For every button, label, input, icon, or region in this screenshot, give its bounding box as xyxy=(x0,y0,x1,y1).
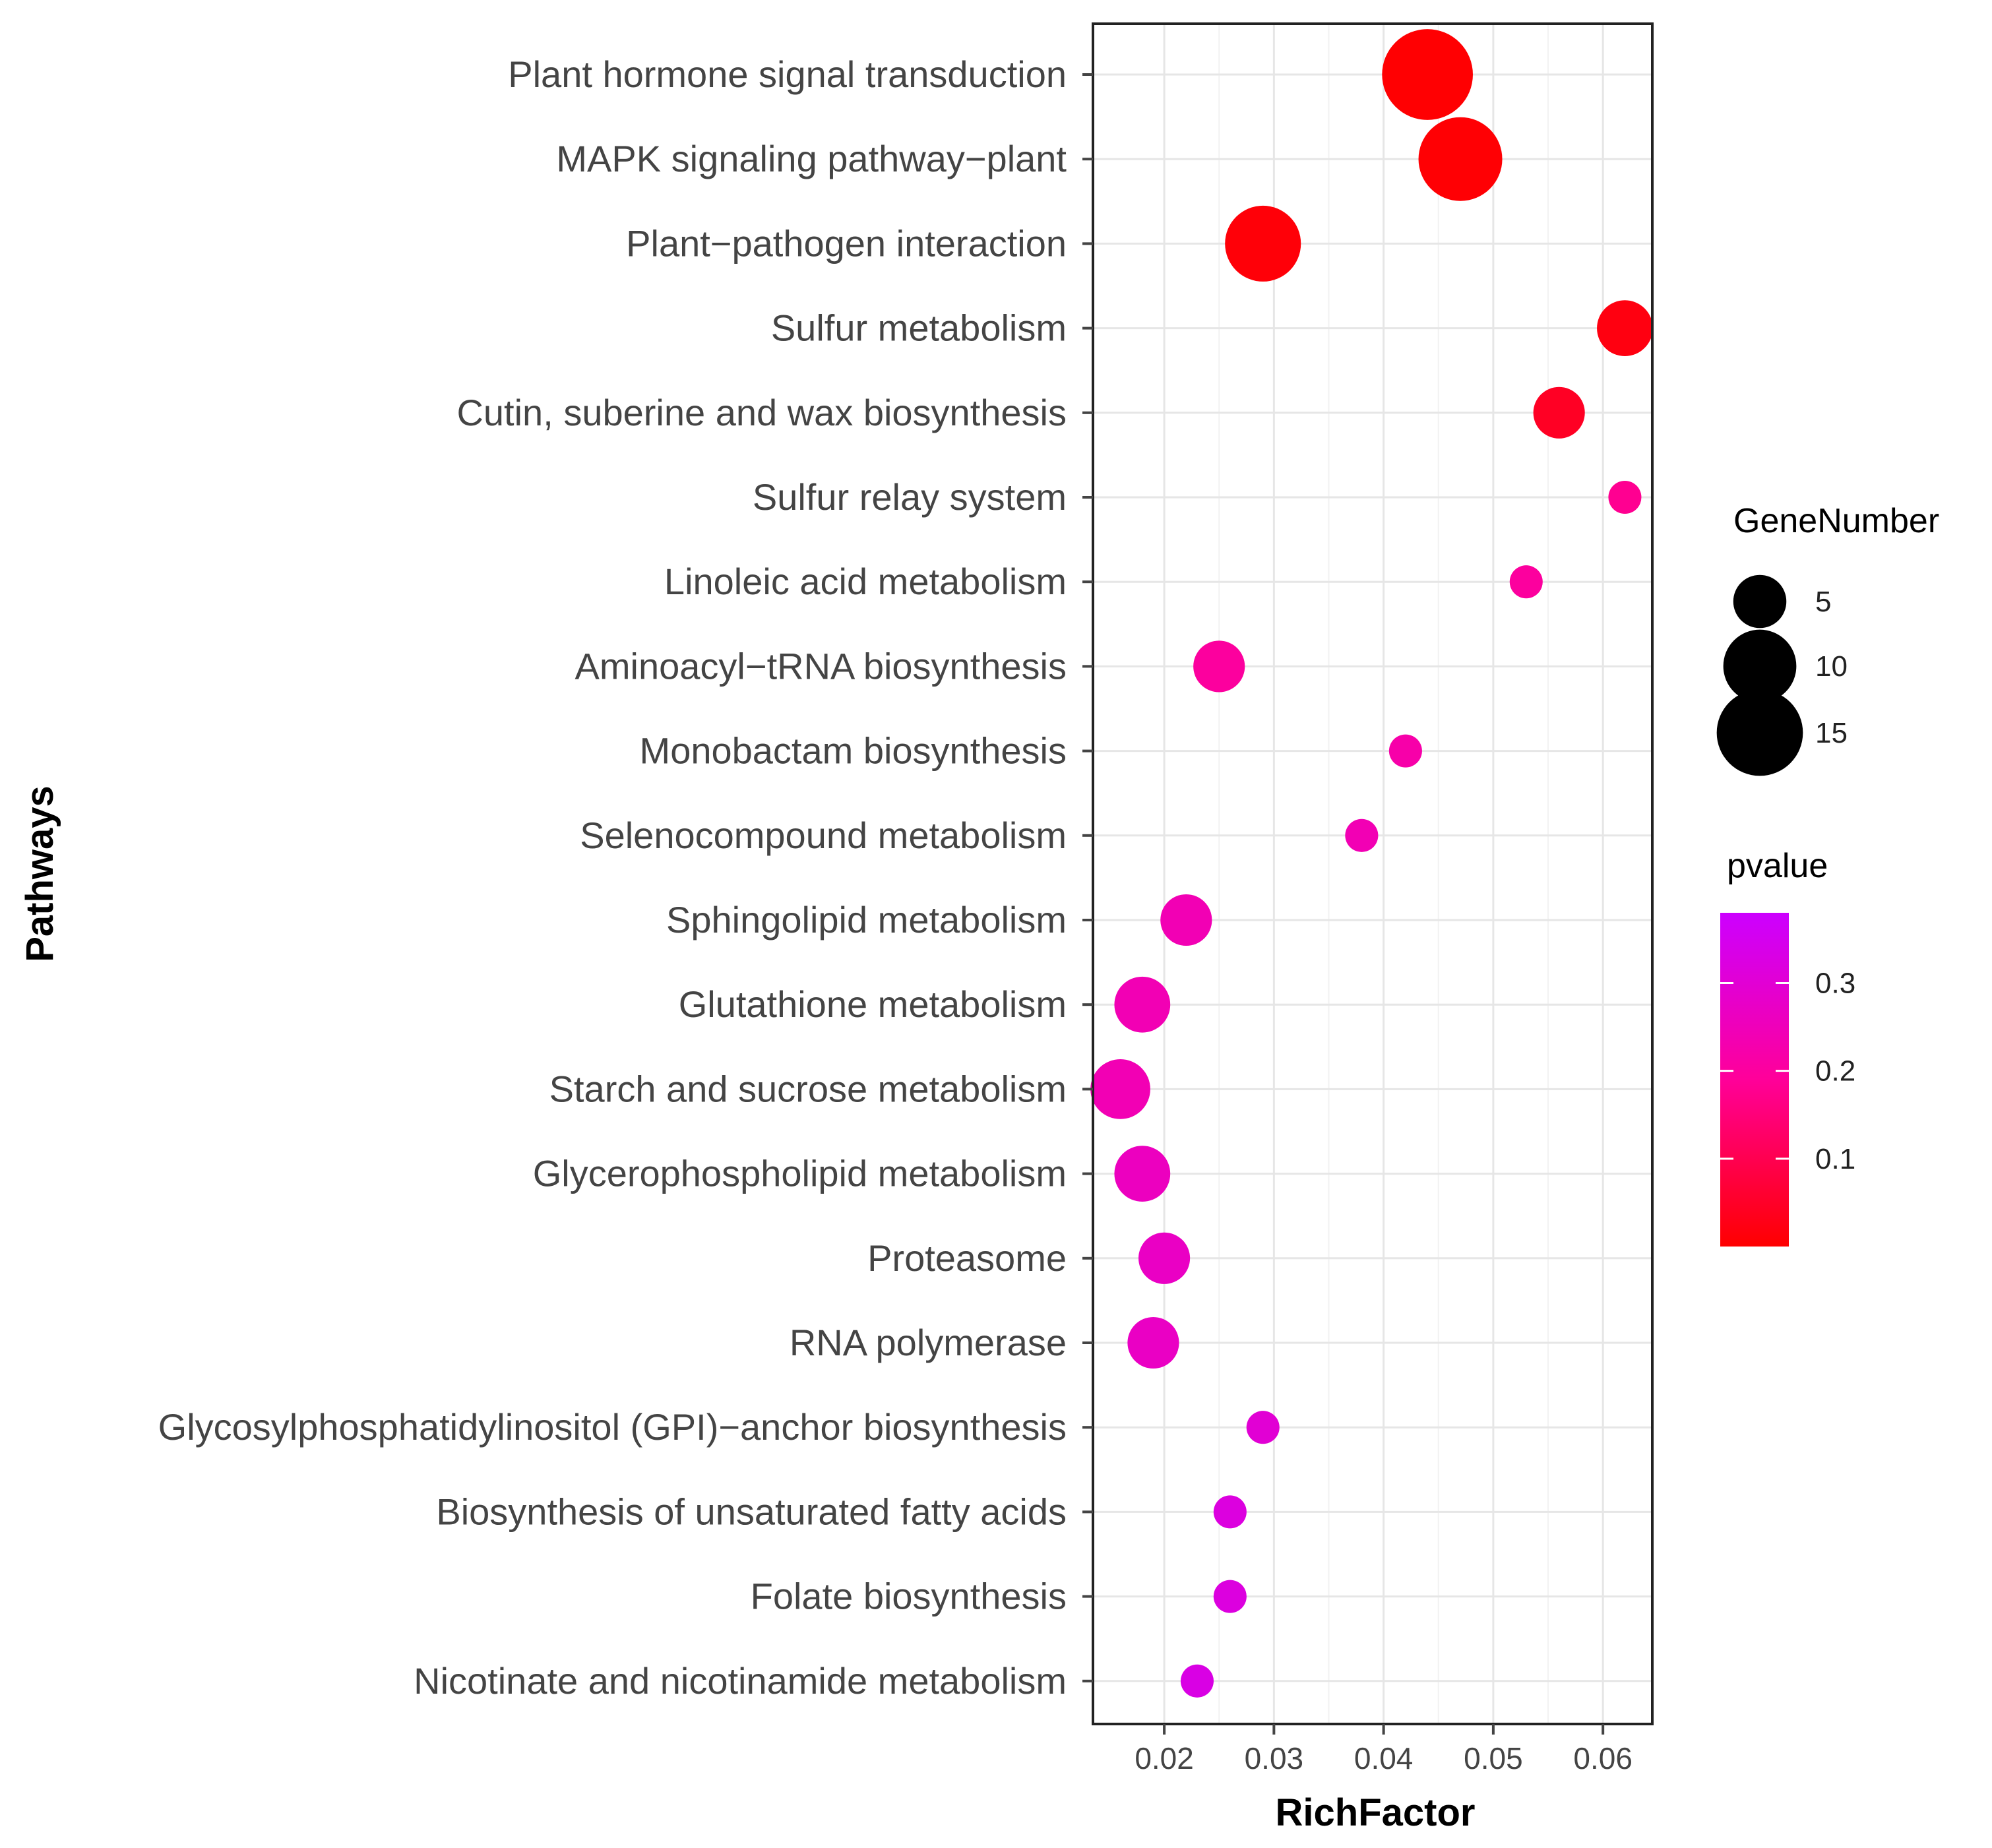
pathway-label: Nicotinate and nicotinamide metabolism xyxy=(414,1660,1067,1702)
data-point xyxy=(1225,205,1301,282)
pathway-label: Sulfur metabolism xyxy=(771,307,1067,349)
data-point xyxy=(1193,640,1245,693)
gene-number-legend-label: 10 xyxy=(1815,650,1848,683)
pathway-label: Plant−pathogen interaction xyxy=(626,222,1067,264)
pathway-label: Sulfur relay system xyxy=(753,476,1067,518)
pvalue-tick-label: 0.3 xyxy=(1815,968,1855,1000)
data-point xyxy=(1608,480,1642,514)
gene-number-legend: GeneNumber 5 10 15 xyxy=(1716,502,1939,776)
x-tick-label: 0.06 xyxy=(1573,1741,1633,1775)
data-point xyxy=(1533,386,1585,439)
pvalue-legend: pvalue 0.1 0.2 0.3 xyxy=(1720,847,1855,1247)
pathway-label: Biosynthesis of unsaturated fatty acids xyxy=(436,1491,1067,1532)
x-tick-label: 0.03 xyxy=(1245,1741,1304,1775)
pathway-label: Linoleic acid metabolism xyxy=(664,561,1067,602)
pathway-label: Selenocompound metabolism xyxy=(580,815,1067,856)
pvalue-tick-label: 0.2 xyxy=(1815,1055,1855,1088)
pvalue-tick-label: 0.1 xyxy=(1815,1143,1855,1175)
pvalue-legend-title: pvalue xyxy=(1727,847,1828,885)
data-point xyxy=(1180,1664,1214,1698)
gene-number-legend-dot xyxy=(1733,574,1787,629)
pathway-label: Aminoacyl−tRNA biosynthesis xyxy=(575,645,1067,687)
gene-number-legend-title: GeneNumber xyxy=(1733,502,1939,540)
pvalue-colorbar xyxy=(1720,913,1789,1247)
data-point xyxy=(1138,1232,1191,1284)
data-point xyxy=(1213,1580,1247,1613)
x-tick-label: 0.02 xyxy=(1135,1741,1194,1775)
data-point xyxy=(1382,29,1473,120)
pathway-label: Folate biosynthesis xyxy=(751,1576,1067,1617)
x-axis-ticks: 0.02 0.03 0.04 0.05 0.06 xyxy=(1135,1724,1633,1775)
data-point xyxy=(1213,1495,1247,1529)
gene-number-legend-dot xyxy=(1723,629,1797,703)
gene-number-legend-dot xyxy=(1716,689,1803,776)
data-point xyxy=(1345,818,1379,852)
grid-lines xyxy=(1093,24,1652,1724)
pathway-label: Sphingolipid metabolism xyxy=(666,899,1067,940)
pathway-label: Proteasome xyxy=(867,1237,1067,1279)
data-point xyxy=(1597,300,1653,356)
data-point xyxy=(1418,117,1503,201)
data-points xyxy=(1090,29,1653,1698)
pathway-label: Glutathione metabolism xyxy=(679,983,1067,1025)
data-point xyxy=(1114,976,1171,1033)
pathway-label: MAPK signaling pathway−plant xyxy=(556,138,1067,179)
pathway-label: Cutin, suberine and wax biosynthesis xyxy=(456,392,1067,433)
data-point xyxy=(1160,894,1212,946)
data-point xyxy=(1114,1146,1171,1202)
pathway-labels: Plant hormone signal transduction MAPK si… xyxy=(158,53,1093,1702)
data-point xyxy=(1509,565,1543,599)
pathway-label: Monobactam biosynthesis xyxy=(640,730,1067,772)
x-axis-title: RichFactor xyxy=(1276,1791,1476,1834)
gene-number-legend-label: 5 xyxy=(1815,586,1831,618)
x-tick-label: 0.05 xyxy=(1464,1741,1523,1775)
gene-number-legend-label: 15 xyxy=(1815,717,1848,749)
data-point xyxy=(1246,1411,1280,1444)
pathway-label: Plant hormone signal transduction xyxy=(508,53,1067,95)
pathway-label: RNA polymerase xyxy=(790,1322,1067,1363)
data-point xyxy=(1388,734,1422,768)
data-point xyxy=(1090,1059,1150,1119)
pathway-label: Starch and sucrose metabolism xyxy=(549,1068,1067,1109)
x-tick-label: 0.04 xyxy=(1354,1741,1414,1775)
pathway-label: Glycosylphosphatidylinositol (GPI)−ancho… xyxy=(158,1406,1067,1448)
plot-panel-border xyxy=(1092,22,1654,1725)
pathway-label: Glycerophospholipid metabolism xyxy=(533,1153,1067,1194)
y-axis-title: Pathways xyxy=(18,785,61,962)
data-point xyxy=(1127,1316,1179,1369)
